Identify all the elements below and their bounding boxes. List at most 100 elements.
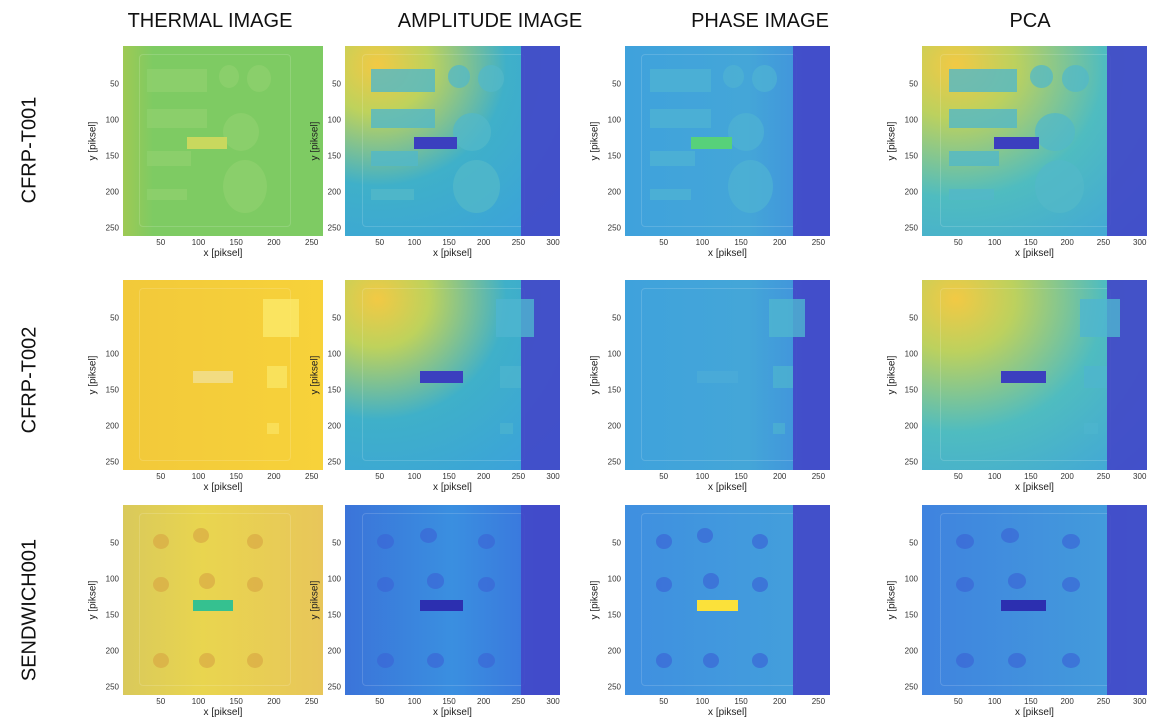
defect-marker <box>247 65 271 92</box>
defect-marker <box>696 527 714 543</box>
y-tick-label: 50 <box>909 79 918 89</box>
defect-marker <box>199 573 215 589</box>
x-tick-label: 250 <box>304 472 319 481</box>
defect-marker <box>499 365 522 389</box>
defect-marker <box>702 573 720 589</box>
x-tick-label: 250 <box>1096 238 1111 247</box>
x-tick-label: 150 <box>442 472 456 481</box>
defect-marker <box>649 188 691 200</box>
x-axis-label: x [piksel] <box>1015 248 1054 259</box>
column-header-amplitude: AMPLITUDE IMAGE <box>397 10 583 32</box>
y-axis-label: y [piksel] <box>87 121 99 161</box>
x-tick-label: 200 <box>477 238 491 247</box>
defect-marker <box>1000 527 1019 543</box>
y-tick-label: 150 <box>904 610 918 620</box>
x-tick-label: 200 <box>773 472 787 481</box>
defect-marker <box>452 160 500 214</box>
defect-marker <box>377 533 395 549</box>
x-tick-label: 150 <box>229 472 243 481</box>
defect-marker <box>1084 422 1098 434</box>
x-tick-label: 100 <box>695 697 710 706</box>
y-tick-label: 50 <box>332 538 341 548</box>
x-tick-label: 300 <box>546 697 560 706</box>
defect-marker <box>752 577 769 593</box>
defect-marker <box>1000 600 1046 612</box>
sample-plate <box>139 53 291 227</box>
x-tick-label: 250 <box>811 472 826 481</box>
plot-image-amplitude-0 <box>345 46 560 236</box>
x-tick-label: 250 <box>1096 472 1111 481</box>
y-tick-label: 100 <box>607 115 621 125</box>
x-tick-label: 50 <box>156 238 166 247</box>
y-tick-label: 150 <box>327 151 341 161</box>
defect-marker <box>199 653 215 669</box>
x-tick-label: 250 <box>511 238 526 247</box>
x-tick-label: 200 <box>267 238 281 247</box>
y-tick-label: 50 <box>110 313 119 323</box>
y-axis-label: y [piksel] <box>589 121 601 161</box>
defect-marker <box>949 150 999 166</box>
x-tick-label: 150 <box>442 238 456 247</box>
x-tick-label: 50 <box>659 697 669 706</box>
plot-image-pca-0 <box>922 46 1147 236</box>
y-tick-label: 100 <box>327 574 341 584</box>
x-tick-label: 100 <box>987 238 1002 247</box>
y-tick-label: 150 <box>105 385 119 395</box>
x-axis-label: x [piksel] <box>708 248 747 259</box>
plot-image-phase-1 <box>625 280 830 470</box>
x-tick-label: 100 <box>407 472 422 481</box>
y-tick-label: 200 <box>105 646 119 656</box>
defect-marker <box>949 68 1017 92</box>
defect-marker <box>147 188 187 200</box>
defect-marker <box>949 188 994 200</box>
defect-marker <box>655 577 673 593</box>
x-tick-label: 100 <box>407 697 422 706</box>
x-tick-label: 200 <box>477 472 491 481</box>
y-tick-label: 50 <box>110 79 119 89</box>
y-tick-label: 250 <box>904 223 918 233</box>
x-tick-label: 200 <box>267 697 281 706</box>
y-tick-label: 50 <box>612 313 621 323</box>
x-tick-label: 100 <box>987 472 1002 481</box>
x-tick-label: 100 <box>191 697 206 706</box>
x-tick-label: 50 <box>953 697 963 706</box>
x-tick-label: 300 <box>1133 472 1147 481</box>
y-axis-label: y [piksel] <box>589 580 601 620</box>
defect-marker <box>426 573 444 589</box>
defect-marker <box>723 65 744 88</box>
x-tick-label: 250 <box>1096 697 1111 706</box>
defect-marker <box>499 422 513 434</box>
defect-marker <box>478 533 496 549</box>
defect-marker <box>370 150 419 166</box>
y-tick-label: 250 <box>607 223 621 233</box>
defect-marker <box>263 299 299 337</box>
sample-plate <box>139 287 291 461</box>
defect-marker <box>521 46 560 236</box>
defect-marker <box>478 65 505 92</box>
y-tick-label: 250 <box>327 682 341 692</box>
defect-marker <box>452 112 492 151</box>
x-tick-label: 250 <box>304 238 319 247</box>
defect-marker <box>955 653 974 669</box>
y-axis-label: y [piksel] <box>886 580 898 620</box>
defect-marker <box>1034 112 1075 151</box>
x-tick-label: 100 <box>407 238 422 247</box>
y-tick-label: 50 <box>909 538 918 548</box>
defect-marker <box>147 68 207 92</box>
defect-marker <box>478 577 496 593</box>
x-tick-label: 150 <box>229 238 243 247</box>
y-tick-label: 200 <box>105 421 119 431</box>
x-tick-label: 50 <box>375 697 385 706</box>
y-tick-label: 250 <box>607 682 621 692</box>
defect-marker <box>478 653 496 669</box>
y-tick-label: 50 <box>612 538 621 548</box>
defect-marker <box>1084 365 1107 389</box>
x-axis-label: x [piksel] <box>1015 707 1054 718</box>
defect-marker <box>768 299 806 337</box>
defect-marker <box>420 600 464 612</box>
x-tick-label: 50 <box>953 472 963 481</box>
x-tick-label: 250 <box>511 472 526 481</box>
y-tick-label: 200 <box>607 421 621 431</box>
x-tick-label: 250 <box>811 238 826 247</box>
plot-image-phase-0 <box>625 46 830 236</box>
